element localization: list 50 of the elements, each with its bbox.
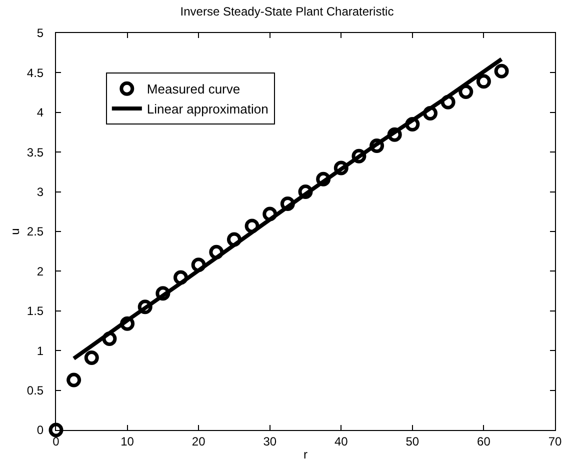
legend-label: Measured curve [146,82,240,97]
x-tick-label: 70 [548,434,562,448]
x-tick-label: 10 [120,434,134,448]
y-tick-label: 1.5 [26,304,44,318]
y-tick-label: 0 [36,423,44,438]
y-tick-label: 3 [36,185,44,199]
point [352,148,366,164]
y-tick-label: 1 [36,344,44,358]
y-tick-label: 4.5 [26,66,44,80]
point [138,300,152,314]
point [458,84,474,100]
point [370,138,384,153]
point [66,372,82,388]
point [48,422,64,438]
point [316,172,331,186]
point [440,94,456,110]
point [244,218,260,234]
chart-title: Inverse Steady-State Plant Charateristic [180,4,394,19]
point [174,270,188,285]
y-axis-title: u [8,228,22,235]
x-tick-label: 0 [52,434,60,448]
y-tick-label: 4 [36,106,44,120]
point [226,232,242,247]
x-tick-label: 30 [263,434,277,448]
point [156,286,170,301]
point [280,196,295,211]
x-tick-label: 40 [334,434,348,448]
x-tick-label: 60 [477,434,491,448]
point [387,127,402,142]
y-tick-label: 5 [36,26,44,40]
point [405,117,420,132]
point [476,74,491,89]
y-tick-label: 2 [36,264,44,278]
point [298,184,313,200]
point [102,331,117,346]
point [334,160,348,176]
point [191,258,206,272]
point [262,206,278,222]
y-tick-label: 3.5 [26,145,44,160]
point [494,64,509,78]
y-tick-label: 0.5 [26,384,44,398]
x-axis-title: r [304,447,308,462]
legend-label: Linear approximation [146,102,268,117]
point [120,316,135,331]
x-tick-label: 20 [192,434,206,448]
y-tick-label: 2.5 [26,224,44,239]
point [209,244,224,260]
point [84,350,99,365]
point [423,106,438,120]
x-tick-label: 50 [406,434,420,448]
